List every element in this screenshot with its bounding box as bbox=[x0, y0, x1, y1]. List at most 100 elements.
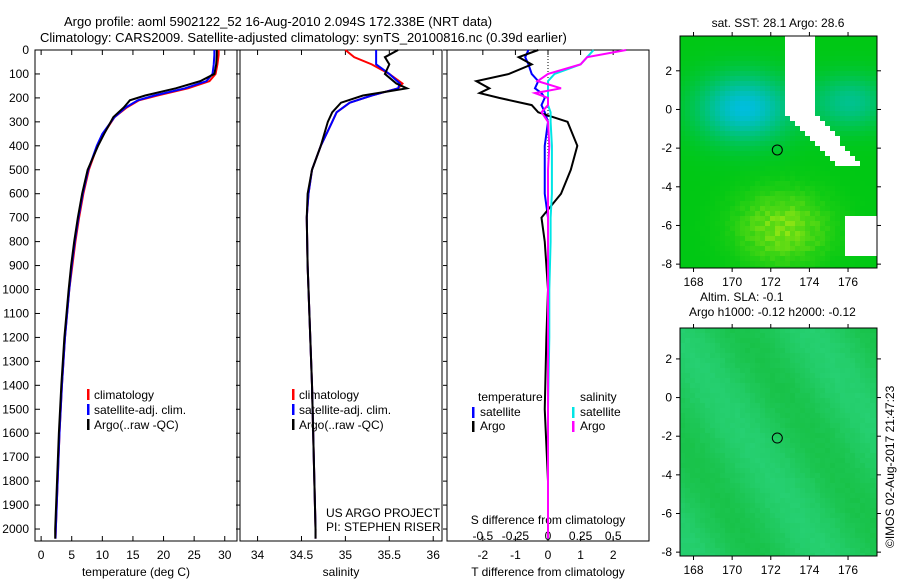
x-tick-label: 172 bbox=[761, 563, 781, 577]
sst-map-title: sat. SST: 28.1 Argo: 28.6 bbox=[712, 16, 845, 30]
argo-position-marker bbox=[771, 432, 783, 444]
plot-frame-salinity bbox=[239, 49, 443, 542]
y-tick-label: 1600 bbox=[2, 426, 29, 440]
x-tick-label: 0 bbox=[38, 548, 45, 562]
y-tick-label: 2000 bbox=[2, 522, 29, 536]
legend-swatch bbox=[292, 419, 295, 430]
x-tick-label: 174 bbox=[799, 563, 819, 577]
x-tick-label: 0 bbox=[545, 548, 552, 562]
y-tick-label: 100 bbox=[9, 67, 29, 81]
argo-position-marker bbox=[771, 144, 783, 156]
x-tick-label: 1 bbox=[577, 548, 584, 562]
series-argo-raw-qc- bbox=[54, 50, 218, 539]
legend-swatch bbox=[87, 404, 90, 415]
y-tick-label: -4 bbox=[661, 468, 672, 482]
y-tick-label: 0 bbox=[22, 43, 29, 57]
y-tick-label: -2 bbox=[661, 429, 672, 443]
x-tick-label: -1 bbox=[510, 548, 521, 562]
x2-tick-label: -0.5 bbox=[472, 529, 493, 543]
watermark: ©IMOS 02-Aug-2017 21:47:23 bbox=[883, 385, 897, 548]
sla-map-title-line1: Altim. SLA: -0.1 bbox=[700, 290, 784, 304]
x-tick-label: 35.5 bbox=[378, 548, 402, 562]
map-field-sla bbox=[680, 328, 877, 556]
x-tick-label: 10 bbox=[96, 548, 110, 562]
legend-label: climatology bbox=[94, 388, 154, 402]
x-tick-label: 168 bbox=[684, 275, 704, 289]
x-tick-label: 176 bbox=[838, 275, 858, 289]
x-tick-label: 36 bbox=[427, 548, 441, 562]
y-tick-label: 800 bbox=[9, 235, 29, 249]
x-tick-label: 176 bbox=[838, 563, 858, 577]
y-tick-label: 0 bbox=[665, 391, 672, 405]
x-tick-label: 2 bbox=[610, 548, 617, 562]
x-tick-label: 174 bbox=[799, 275, 819, 289]
map-field-sst bbox=[680, 36, 877, 268]
y-tick-label: 2 bbox=[665, 352, 672, 366]
y-tick-label: -8 bbox=[661, 545, 672, 559]
legend-swatch bbox=[87, 419, 90, 430]
legend-label: satellite-adj. clim. bbox=[299, 403, 391, 417]
legend-label: satellite bbox=[480, 405, 521, 419]
y-tick-label: 1900 bbox=[2, 498, 29, 512]
y-tick-label: 1100 bbox=[3, 306, 29, 320]
title-line1: Argo profile: aoml 5902122_52 16-Aug-201… bbox=[64, 14, 493, 29]
x-tick-label: -2 bbox=[478, 548, 489, 562]
title-line2: Climatology: CARS2009. Satellite-adjuste… bbox=[40, 30, 567, 45]
x-tick-label: 170 bbox=[722, 563, 742, 577]
series-climatology bbox=[54, 50, 220, 539]
y-tick-label: -6 bbox=[661, 506, 672, 520]
y-tick-label: 200 bbox=[9, 91, 29, 105]
legend-label: Argo(..raw -QC) bbox=[299, 418, 384, 432]
y-tick-label: 1500 bbox=[2, 402, 29, 416]
legend-title: salinity bbox=[580, 390, 617, 404]
legend-swatch bbox=[572, 421, 575, 432]
x-tick-label: 34.5 bbox=[290, 548, 314, 562]
legend-swatch bbox=[472, 421, 475, 432]
legend-swatch bbox=[292, 389, 295, 400]
legend-label: Argo(..raw -QC) bbox=[94, 418, 179, 432]
series-satellite-adj-clim- bbox=[54, 50, 216, 539]
map-frame bbox=[679, 327, 878, 557]
legend-label: Argo bbox=[480, 419, 506, 433]
y-tick-label: 1300 bbox=[2, 354, 29, 368]
x-axis-label: temperature (deg C) bbox=[82, 565, 190, 579]
x2-tick-label: -0.25 bbox=[502, 529, 530, 543]
legend-swatch bbox=[87, 389, 90, 400]
map-frame bbox=[679, 35, 878, 269]
y-tick-label: -8 bbox=[661, 257, 672, 271]
legend-label: satellite bbox=[580, 405, 621, 419]
x-tick-label: 30 bbox=[218, 548, 232, 562]
x-tick-label: 20 bbox=[157, 548, 171, 562]
legend-label: Argo bbox=[580, 419, 606, 433]
y-tick-label: 1800 bbox=[2, 474, 29, 488]
x-tick-label: 34 bbox=[251, 548, 265, 562]
y-tick-label: 1700 bbox=[2, 450, 29, 464]
legend-title: temperature bbox=[478, 390, 543, 404]
y-tick-label: 1000 bbox=[2, 283, 29, 297]
sla-map-title-line2: Argo h1000: -0.12 h2000: -0.12 bbox=[689, 305, 856, 319]
y-tick-label: -6 bbox=[661, 218, 672, 232]
project-line2: PI: STEPHEN RISER bbox=[326, 520, 441, 534]
x2-tick-label: 0.25 bbox=[569, 529, 593, 543]
legend-swatch bbox=[292, 404, 295, 415]
x2-tick-label: 0.5 bbox=[605, 529, 622, 543]
y-tick-label: 700 bbox=[9, 211, 29, 225]
y-tick-label: 400 bbox=[9, 139, 29, 153]
y-tick-label: 500 bbox=[9, 163, 29, 177]
x-tick-label: 170 bbox=[722, 275, 742, 289]
y-tick-label: 1400 bbox=[2, 378, 29, 392]
x-axis-label: salinity bbox=[323, 565, 360, 579]
y-tick-label: 300 bbox=[9, 115, 29, 129]
y-tick-label: 2 bbox=[665, 64, 672, 78]
series-t-argo bbox=[473, 49, 579, 539]
x-tick-label: 172 bbox=[761, 275, 781, 289]
y-tick-label: 1200 bbox=[2, 330, 29, 344]
legend-swatch bbox=[572, 407, 575, 418]
legend-label: satellite-adj. clim. bbox=[94, 403, 186, 417]
legend-label: climatology bbox=[299, 388, 359, 402]
series-climatology bbox=[305, 49, 404, 539]
y-tick-label: 900 bbox=[9, 259, 29, 273]
y-tick-label: -2 bbox=[661, 141, 672, 155]
series-satellite-adj-clim- bbox=[305, 50, 402, 539]
